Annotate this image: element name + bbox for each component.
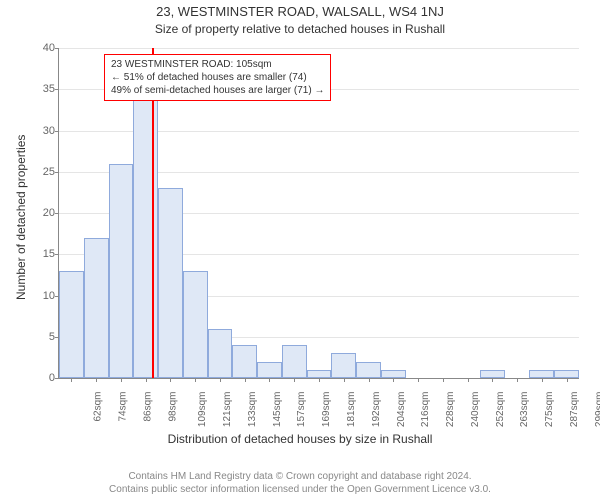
xtick-mark <box>542 378 543 382</box>
xtick-mark <box>393 378 394 382</box>
xtick-label: 169sqm <box>321 392 332 428</box>
xtick-mark <box>195 378 196 382</box>
histogram-bar <box>257 362 282 379</box>
ytick-label: 10 <box>43 290 55 302</box>
xtick-mark <box>517 378 518 382</box>
histogram-bar <box>554 370 579 378</box>
xtick-label: 263sqm <box>519 392 530 428</box>
xtick-mark <box>220 378 221 382</box>
ytick-label: 25 <box>43 166 55 178</box>
ytick-label: 0 <box>49 372 55 384</box>
x-axis-label: Distribution of detached houses by size … <box>0 432 600 446</box>
xtick-label: 275sqm <box>544 392 555 428</box>
xtick-mark <box>492 378 493 382</box>
xtick-label: 204sqm <box>396 392 407 428</box>
xtick-label: 299sqm <box>594 392 600 428</box>
ytick-label: 40 <box>43 42 55 54</box>
xtick-mark <box>468 378 469 382</box>
xtick-mark <box>567 378 568 382</box>
histogram-bar <box>84 238 109 378</box>
xtick-mark <box>146 378 147 382</box>
xtick-mark <box>369 378 370 382</box>
histogram-bar <box>133 98 158 379</box>
callout-line: ← 51% of detached houses are smaller (74… <box>111 71 324 84</box>
histogram-bar <box>158 188 183 378</box>
footer-attribution: Contains HM Land Registry data © Crown c… <box>0 471 600 496</box>
histogram-bar <box>331 353 356 378</box>
xtick-label: 109sqm <box>198 392 209 428</box>
xtick-label: 216sqm <box>420 392 431 428</box>
ytick-mark <box>55 89 59 90</box>
histogram-bar <box>59 271 84 378</box>
xtick-label: 157sqm <box>297 392 308 428</box>
histogram-bar <box>109 164 134 379</box>
ytick-mark <box>55 48 59 49</box>
xtick-label: 133sqm <box>247 392 258 428</box>
callout-line: 49% of semi-detached houses are larger (… <box>111 84 324 97</box>
footer-line-2: Contains public sector information licen… <box>0 484 600 497</box>
xtick-label: 62sqm <box>93 392 104 422</box>
xtick-mark <box>294 378 295 382</box>
plot-area: 051015202530354062sqm74sqm86sqm98sqm109s… <box>58 48 579 379</box>
xtick-mark <box>418 378 419 382</box>
xtick-mark <box>269 378 270 382</box>
histogram-bar <box>282 345 307 378</box>
xtick-mark <box>96 378 97 382</box>
callout-box: 23 WESTMINSTER ROAD: 105sqm← 51% of deta… <box>104 54 331 101</box>
callout-line: 23 WESTMINSTER ROAD: 105sqm <box>111 58 324 71</box>
ytick-mark <box>55 131 59 132</box>
histogram-bar <box>381 370 406 378</box>
ytick-label: 15 <box>43 248 55 260</box>
ytick-label: 35 <box>43 83 55 95</box>
chart-subtitle: Size of property relative to detached ho… <box>0 22 600 36</box>
xtick-label: 287sqm <box>569 392 580 428</box>
ytick-label: 20 <box>43 207 55 219</box>
xtick-label: 74sqm <box>118 392 129 422</box>
ytick-label: 30 <box>43 125 55 137</box>
xtick-label: 228sqm <box>445 392 456 428</box>
histogram-bar <box>480 370 505 378</box>
xtick-mark <box>344 378 345 382</box>
xtick-label: 98sqm <box>167 392 178 422</box>
xtick-mark <box>71 378 72 382</box>
xtick-label: 86sqm <box>142 392 153 422</box>
histogram-bar <box>307 370 332 378</box>
xtick-mark <box>245 378 246 382</box>
ytick-mark <box>55 254 59 255</box>
ytick-mark <box>55 213 59 214</box>
xtick-label: 240sqm <box>470 392 481 428</box>
y-axis-label: Number of detached properties <box>14 135 28 300</box>
histogram-bar <box>529 370 554 378</box>
ytick-label: 5 <box>49 331 55 343</box>
histogram-bar <box>208 329 233 379</box>
ytick-mark <box>55 378 59 379</box>
footer-line-1: Contains HM Land Registry data © Crown c… <box>0 471 600 484</box>
ytick-mark <box>55 172 59 173</box>
histogram-bar <box>232 345 257 378</box>
xtick-label: 145sqm <box>272 392 283 428</box>
histogram-bar <box>356 362 381 379</box>
xtick-mark <box>121 378 122 382</box>
xtick-label: 121sqm <box>222 392 233 428</box>
histogram-bar <box>183 271 208 378</box>
xtick-label: 181sqm <box>346 392 357 428</box>
grid-line <box>59 48 579 49</box>
xtick-label: 252sqm <box>495 392 506 428</box>
xtick-mark <box>319 378 320 382</box>
xtick-mark <box>170 378 171 382</box>
chart-title: 23, WESTMINSTER ROAD, WALSALL, WS4 1NJ <box>0 4 600 19</box>
xtick-label: 192sqm <box>371 392 382 428</box>
xtick-mark <box>443 378 444 382</box>
